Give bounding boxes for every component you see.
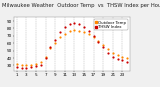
Point [44,56,47,57]
Point [64,33,66,34]
Point [121,60,124,61]
Point [92,35,95,37]
Point [64,26,66,28]
Point [49,46,52,48]
Point [20,67,23,68]
Point [59,37,61,38]
Point [107,52,109,54]
Point [30,66,32,68]
Point [35,66,37,67]
Point [68,23,71,25]
Point [54,42,56,43]
Point [73,22,76,23]
Point [112,56,114,57]
Point [92,37,95,38]
Point [20,64,23,65]
Point [112,52,114,54]
Point [88,34,90,35]
Point [102,46,104,48]
Point [54,39,56,40]
Point [126,57,128,59]
Point [78,30,80,31]
Point [25,65,28,66]
Point [73,29,76,31]
Point [30,64,32,65]
Point [35,63,37,65]
Point [97,40,100,42]
Point [40,64,42,65]
Point [40,62,42,63]
Legend: Outdoor Temp, THSW Index: Outdoor Temp, THSW Index [94,19,128,30]
Point [107,48,109,50]
Point [97,41,100,42]
Point [116,58,119,60]
Text: Milwaukee Weather  Outdoor Temp  vs  THSW Index per Hour  (24 Hours): Milwaukee Weather Outdoor Temp vs THSW I… [2,3,160,8]
Point [88,31,90,32]
Point [25,67,28,68]
Point [83,31,85,33]
Point [16,66,18,68]
Point [121,56,124,57]
Point [126,61,128,62]
Point [78,23,80,25]
Point [16,63,18,65]
Point [116,54,119,56]
Point [44,57,47,59]
Point [102,44,104,45]
Point [59,31,61,33]
Point [68,31,71,32]
Point [49,48,52,49]
Point [83,26,85,28]
